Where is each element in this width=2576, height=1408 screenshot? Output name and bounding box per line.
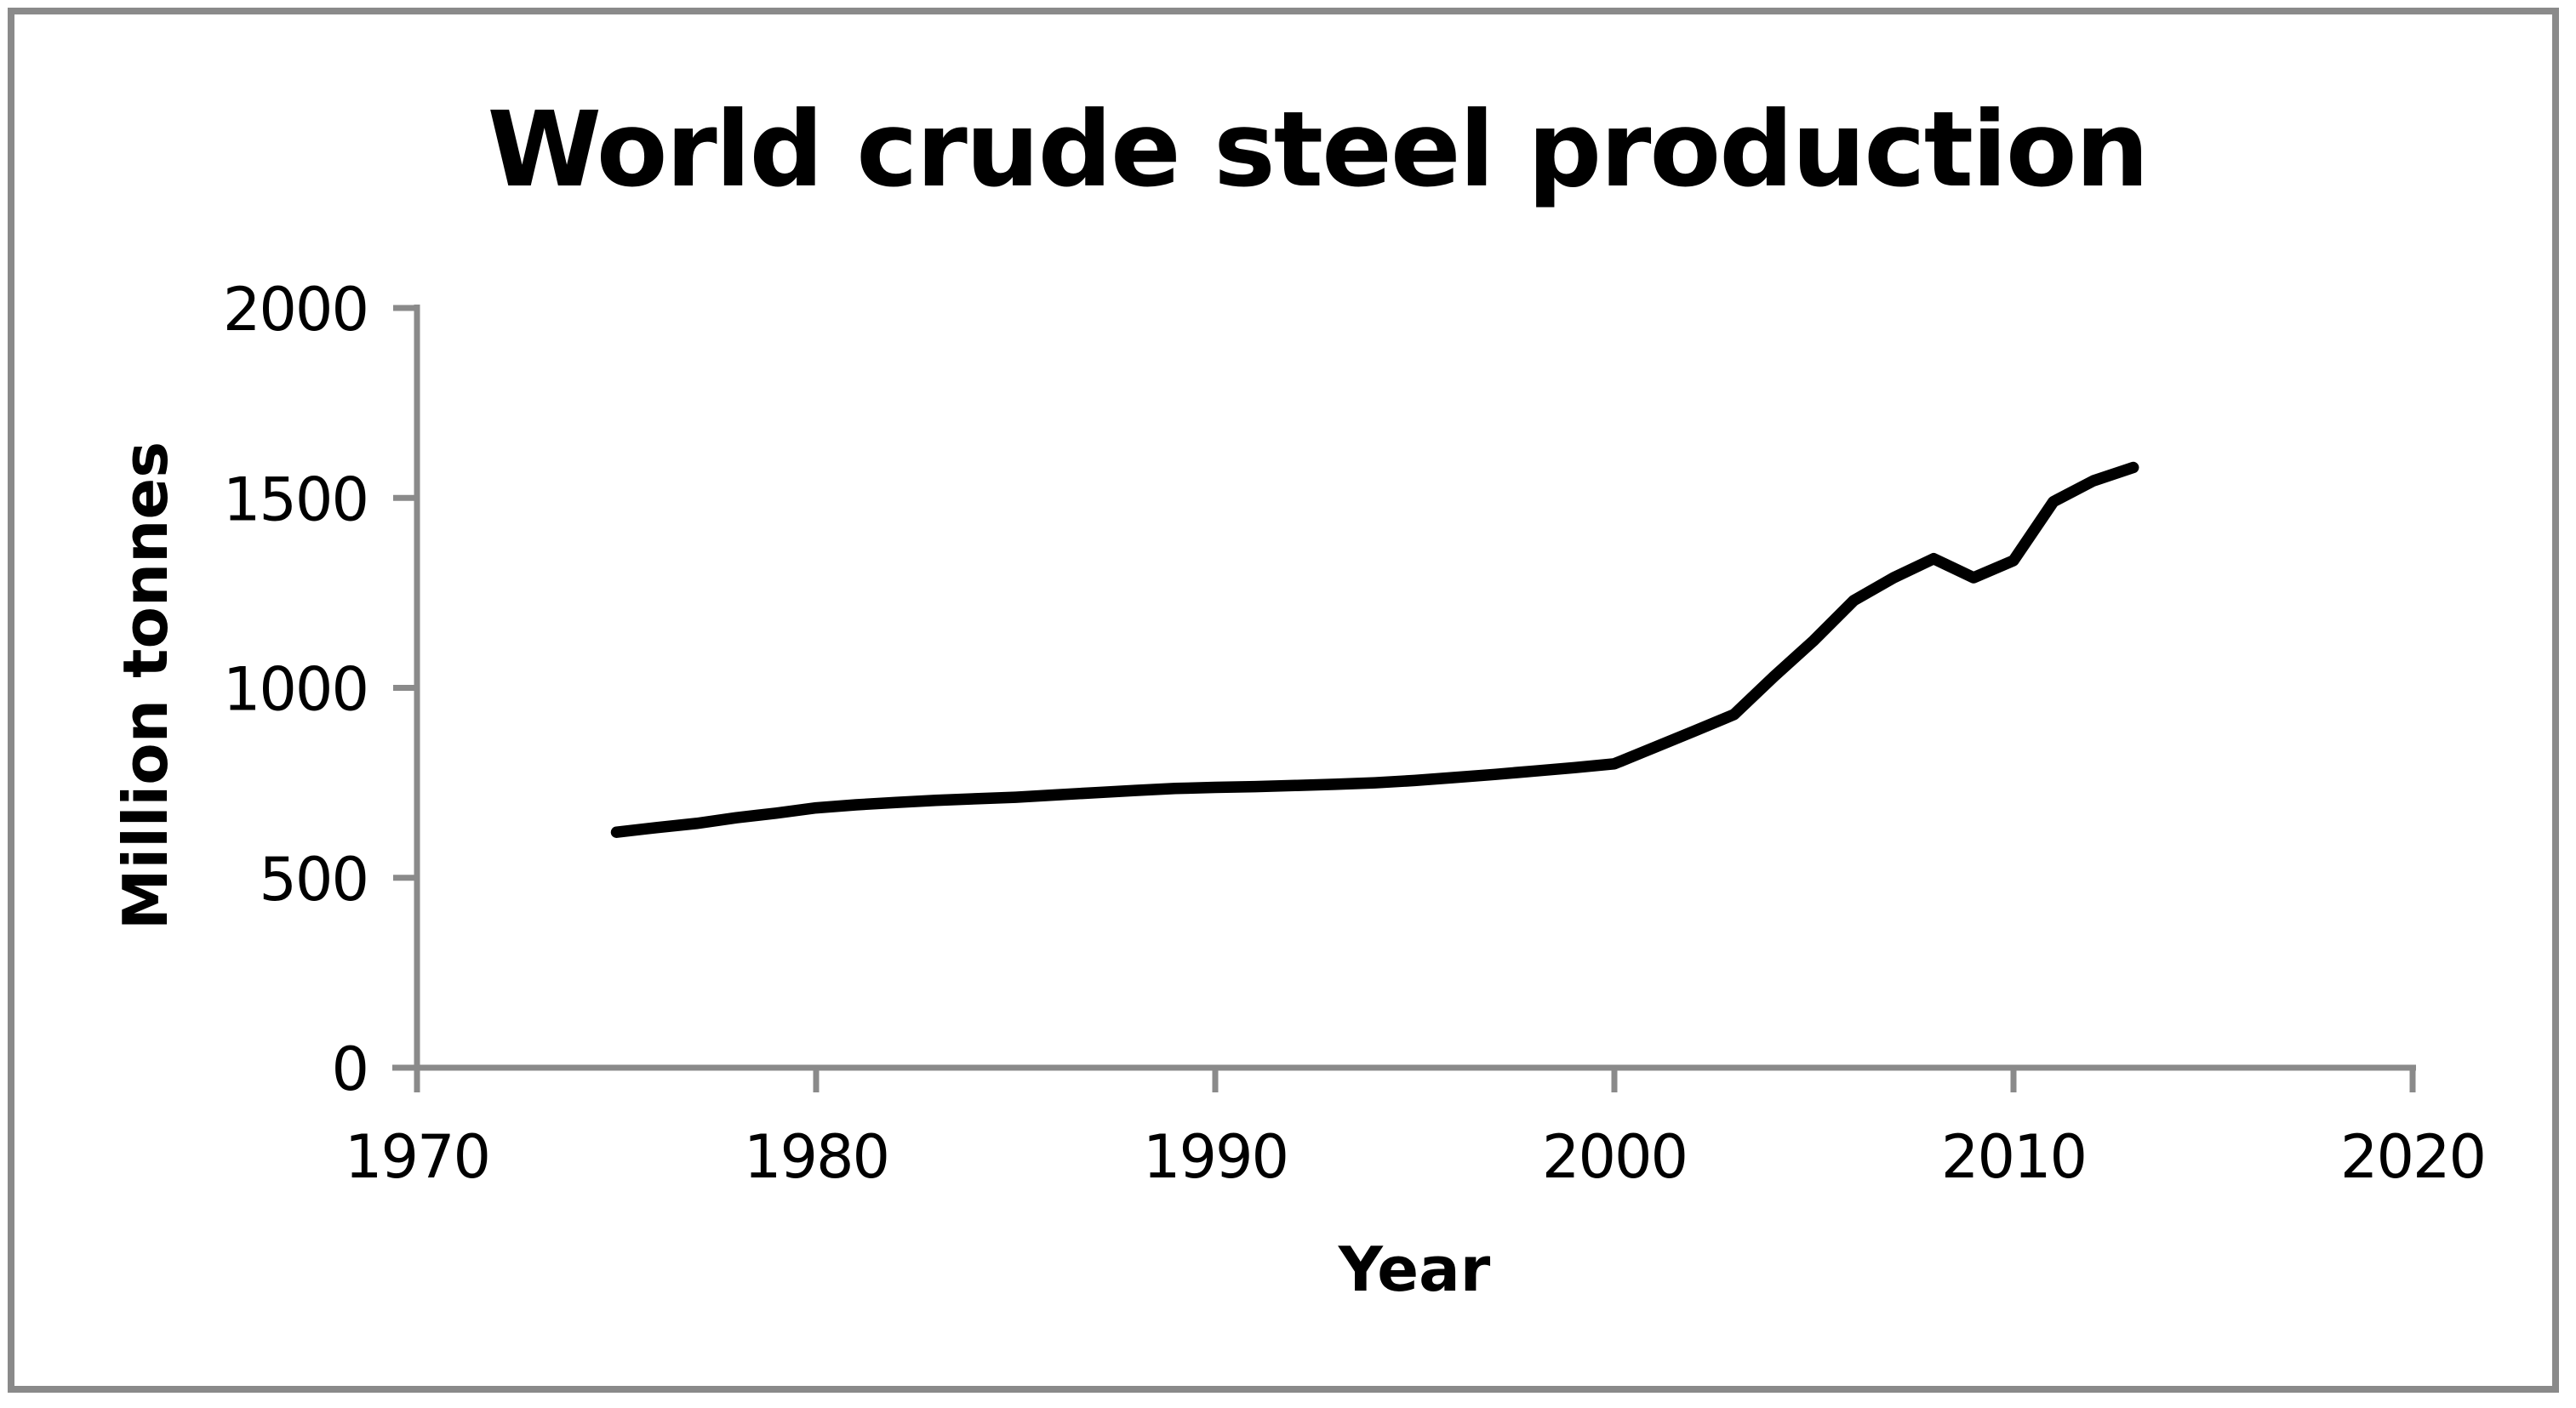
y-tick-group: 0 500 1000 1500 2000 — [223, 275, 417, 1104]
y-tick-label: 0 — [331, 1035, 368, 1104]
x-tick-label: 2020 — [2340, 1122, 2485, 1192]
x-tick-label: 1980 — [744, 1122, 888, 1192]
data-line-world-crude-steel — [610, 461, 2139, 838]
y-axis-label: Million tonnes — [110, 442, 181, 930]
y-axis: 0 500 1000 1500 2000 — [223, 275, 420, 1104]
x-tick-label: 1970 — [345, 1122, 489, 1192]
y-tick-label: 1500 — [223, 465, 368, 534]
x-tick-label: 2000 — [1542, 1122, 1687, 1192]
x-tick-group: 1970 1980 1990 2000 2010 2020 — [345, 1068, 2487, 1192]
x-axis-label: Year — [1338, 1234, 1491, 1305]
y-tick-label: 2000 — [223, 275, 368, 345]
x-axis: 1970 1980 1990 2000 2010 2020 — [345, 1064, 2487, 1192]
chart-title: World crude steel production — [487, 89, 2147, 210]
x-tick-label: 1990 — [1143, 1122, 1288, 1192]
y-tick-label: 500 — [259, 845, 368, 915]
x-tick-label: 2010 — [1941, 1122, 2086, 1192]
y-tick-label: 1000 — [223, 655, 368, 725]
